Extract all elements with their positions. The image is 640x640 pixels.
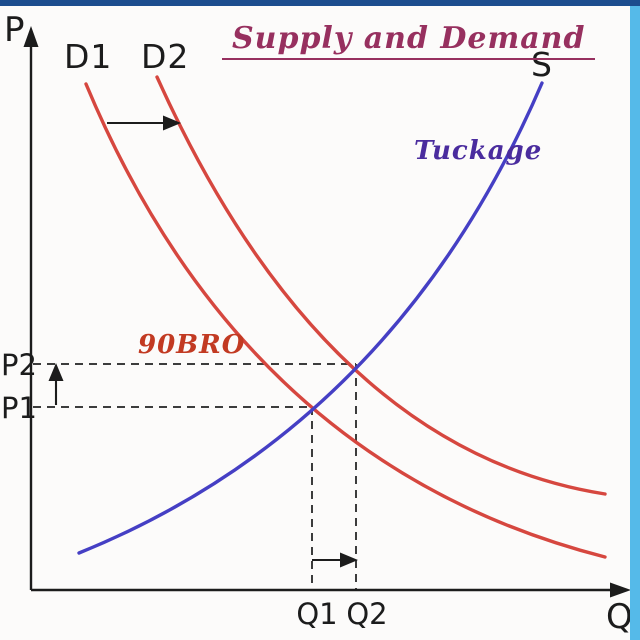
price-tick-p2: P2: [1, 348, 37, 382]
chart-title: Supply and Demand: [222, 23, 596, 60]
demand1-curve-label: D1: [64, 37, 113, 76]
watermark-text: 90BRO: [138, 330, 246, 360]
price-tick-p1: P1: [1, 391, 37, 425]
x-axis-label: Q: [606, 597, 633, 637]
top-border-bar: [0, 0, 640, 6]
y-axis-label: P: [4, 10, 25, 50]
quantity-tick-q2: Q2: [346, 597, 388, 631]
supply-curve-label: S: [531, 45, 553, 84]
quantity-tick-q1: Q1: [296, 597, 338, 631]
right-border-bar: [630, 0, 640, 640]
tuckage-annotation: Tuckage: [414, 136, 543, 166]
demand2-curve-label: D2: [141, 37, 190, 76]
